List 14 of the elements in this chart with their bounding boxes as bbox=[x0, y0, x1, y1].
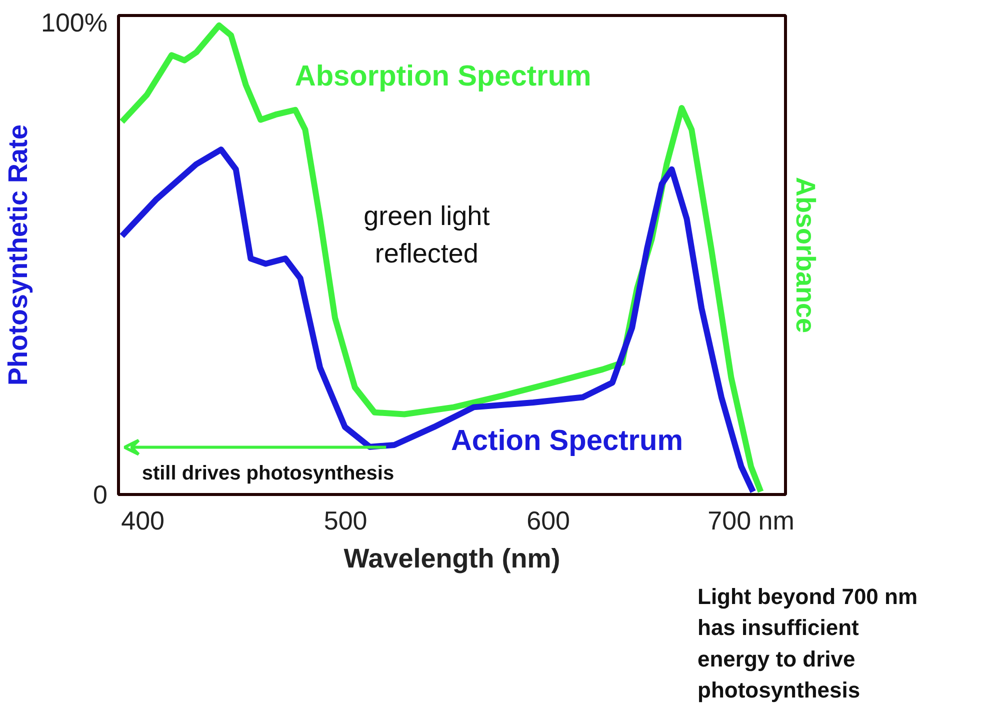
y-tick-label: 100% bbox=[41, 8, 108, 38]
text: Light beyond 700 nm has insufficient energy to drive photosynthesis bbox=[698, 584, 918, 702]
x-tick-label: 700 nm bbox=[708, 506, 794, 536]
x-tick-label: 500 bbox=[324, 506, 368, 536]
annotation: green light reflected bbox=[364, 201, 490, 269]
y2-axis-title: Absorbance bbox=[790, 176, 820, 334]
x-tick-label: 600 bbox=[526, 506, 570, 536]
series-label: Action Spectrum bbox=[450, 425, 684, 458]
x-tick-label: 400 bbox=[121, 506, 165, 536]
y-axis-title: Photosynthetic Rate bbox=[3, 124, 33, 386]
x-axis-title: Wavelength (nm) bbox=[344, 544, 560, 574]
annotation: still drives photosynthesis bbox=[142, 462, 394, 485]
series-label: Absorption Spectrum bbox=[294, 60, 592, 92]
y-tick-label: 0 bbox=[93, 480, 108, 510]
